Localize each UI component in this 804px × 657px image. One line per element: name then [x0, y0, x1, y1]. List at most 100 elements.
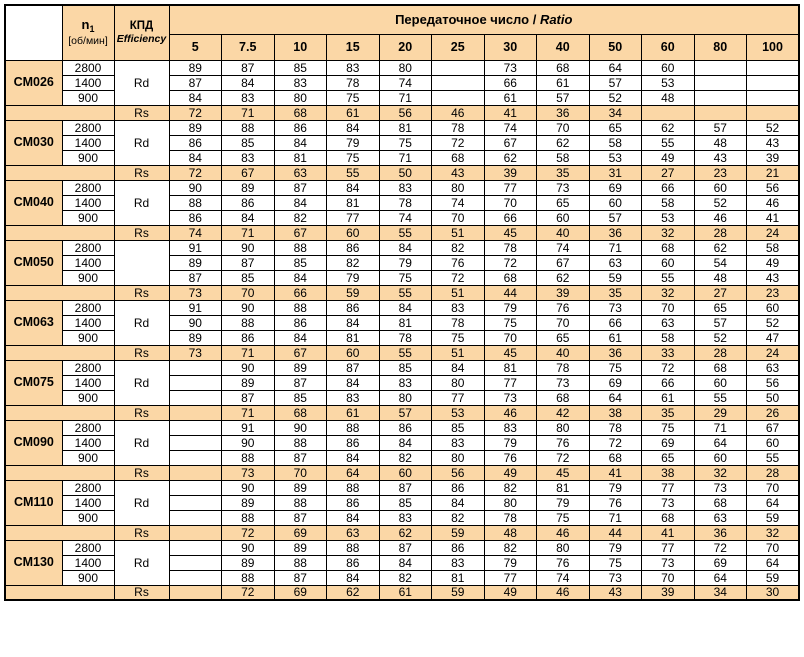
rd-value-cell: 63 [746, 359, 800, 376]
rd-value-cell: 83 [483, 419, 537, 436]
rd-value-cell: 54 [693, 254, 747, 271]
rd-value-cell: 71 [588, 239, 642, 256]
rs-value-cell: 46 [431, 104, 485, 121]
rs-value-cell: 69 [273, 524, 327, 541]
rd-value-cell: 53 [641, 209, 695, 226]
rs-value-cell: 48 [483, 524, 537, 541]
rs-value-cell: 61 [326, 104, 380, 121]
rd-value-cell: 83 [326, 59, 380, 76]
rd-label-cell: Rd [113, 119, 170, 166]
table-body: CM026 2800 Rd 89 87 85 83 80 73 68 64 60 1400 87 84 83 7… [4, 59, 800, 601]
rd-value-cell: 80 [378, 389, 432, 406]
rs-value-cell: 49 [483, 584, 537, 601]
rd-value-cell: 80 [536, 539, 590, 556]
rd-value-cell: 84 [378, 299, 432, 316]
rd-value-cell: 88 [221, 569, 275, 586]
rs-value-cell: 51 [431, 284, 485, 301]
rd-value-cell: 84 [168, 149, 222, 166]
rd-value-cell: 75 [588, 554, 642, 571]
rs-value-cell: 73 [221, 464, 275, 481]
efficiency-label-en: Efficiency [116, 33, 167, 46]
rd-value-cell: 73 [536, 374, 590, 391]
rs-value-cell: 64 [326, 464, 380, 481]
rd-value-cell: 66 [641, 179, 695, 196]
rd-value-cell: 83 [326, 389, 380, 406]
rs-spacer-cell [4, 524, 115, 541]
rd-value-cell: 88 [273, 494, 327, 511]
rd-value-cell: 48 [641, 89, 695, 106]
ratio-col-header-4: 20 [378, 33, 432, 61]
speed-cell: 1400 [61, 374, 115, 391]
rd-value-cell: 73 [536, 179, 590, 196]
rs-row: Rs 73 70 64 60 56 49 45 41 38 32 28 [4, 464, 800, 481]
rd-value-cell: 78 [588, 419, 642, 436]
rd-value-cell: 81 [378, 119, 432, 136]
ratio-col-header-10: 80 [693, 33, 747, 61]
speed-cell: 1400 [61, 74, 115, 91]
rs-spacer-cell [4, 164, 115, 181]
rd-value-cell: 60 [536, 209, 590, 226]
rd-value-cell: 46 [746, 194, 800, 211]
rd-value-cell: 90 [168, 314, 222, 331]
rs-value-cell: 28 [746, 464, 800, 481]
rd-value-cell: 74 [483, 119, 537, 136]
rd-value-cell: 88 [326, 479, 380, 496]
rd-row: 900 87 85 84 79 75 72 68 62 59 55 48 43 [5, 269, 800, 286]
rs-spacer-cell [4, 464, 115, 481]
rd-value-cell [431, 59, 485, 76]
rd-value-cell: 57 [693, 119, 747, 136]
rd-row: CM030 2800 Rd 89 88 86 84 81 78 74 70 65 62 57 52 [4, 119, 800, 166]
rd-value-cell: 87 [378, 479, 432, 496]
rd-value-cell: 57 [693, 314, 747, 331]
rs-value-cell: 26 [746, 404, 800, 421]
rd-value-cell: 84 [168, 89, 222, 106]
rd-value-cell: 72 [431, 269, 485, 286]
rd-value-cell: 72 [483, 254, 537, 271]
rd-value-cell: 49 [641, 149, 695, 166]
rd-value-cell: 72 [588, 434, 642, 451]
speed-cell: 900 [61, 149, 115, 166]
rd-value-cell: 70 [746, 479, 800, 496]
rd-value-cell: 75 [641, 419, 695, 436]
speed-cell: 900 [61, 329, 115, 346]
rs-value-cell [641, 104, 695, 121]
rd-value-cell: 85 [378, 494, 432, 511]
rs-value-cell: 72 [221, 584, 275, 601]
rd-row: 900 88 87 84 82 81 77 74 73 70 64 59 [5, 569, 800, 586]
rd-value-cell: 72 [641, 359, 695, 376]
rd-value-cell: 68 [641, 509, 695, 526]
rd-value-cell: 71 [378, 89, 432, 106]
rd-value-cell: 43 [693, 149, 747, 166]
rd-value-cell [168, 449, 222, 466]
rs-label-cell: Rs [113, 404, 170, 421]
rd-value-cell [431, 74, 485, 91]
rd-value-cell: 62 [536, 134, 590, 151]
rd-value-cell [168, 494, 222, 511]
rs-value-cell: 46 [483, 404, 537, 421]
rd-value-cell: 75 [378, 134, 432, 151]
rd-value-cell: 70 [641, 569, 695, 586]
rd-value-cell: 79 [326, 269, 380, 286]
rd-row: CM130 2800 Rd 90 89 88 87 86 82 80 79 77 72 70 [4, 539, 800, 586]
rd-value-cell [431, 89, 485, 106]
rd-value-cell: 91 [168, 239, 222, 256]
rd-value-cell: 43 [746, 269, 800, 286]
rd-value-cell: 76 [588, 494, 642, 511]
rd-value-cell: 89 [221, 374, 275, 391]
efficiency-table: n1 [об/мин] КПД Efficiency Передаточное … [4, 4, 800, 601]
rd-value-cell: 60 [588, 194, 642, 211]
rs-value-cell: 68 [273, 104, 327, 121]
rs-value-cell: 71 [221, 104, 275, 121]
speed-cell: 900 [61, 389, 115, 406]
rd-value-cell: 64 [588, 389, 642, 406]
rd-value-cell: 90 [168, 179, 222, 196]
rd-value-cell: 72 [431, 134, 485, 151]
rd-value-cell: 69 [588, 374, 642, 391]
model-name-cell: CM040 [4, 179, 63, 226]
rd-row: CM026 2800 Rd 89 87 85 83 80 73 68 64 60 [4, 59, 800, 106]
rd-value-cell [746, 89, 800, 106]
rd-value-cell: 88 [326, 419, 380, 436]
speed-cell: 900 [61, 449, 115, 466]
rs-value-cell: 70 [273, 464, 327, 481]
rd-value-cell: 86 [168, 209, 222, 226]
